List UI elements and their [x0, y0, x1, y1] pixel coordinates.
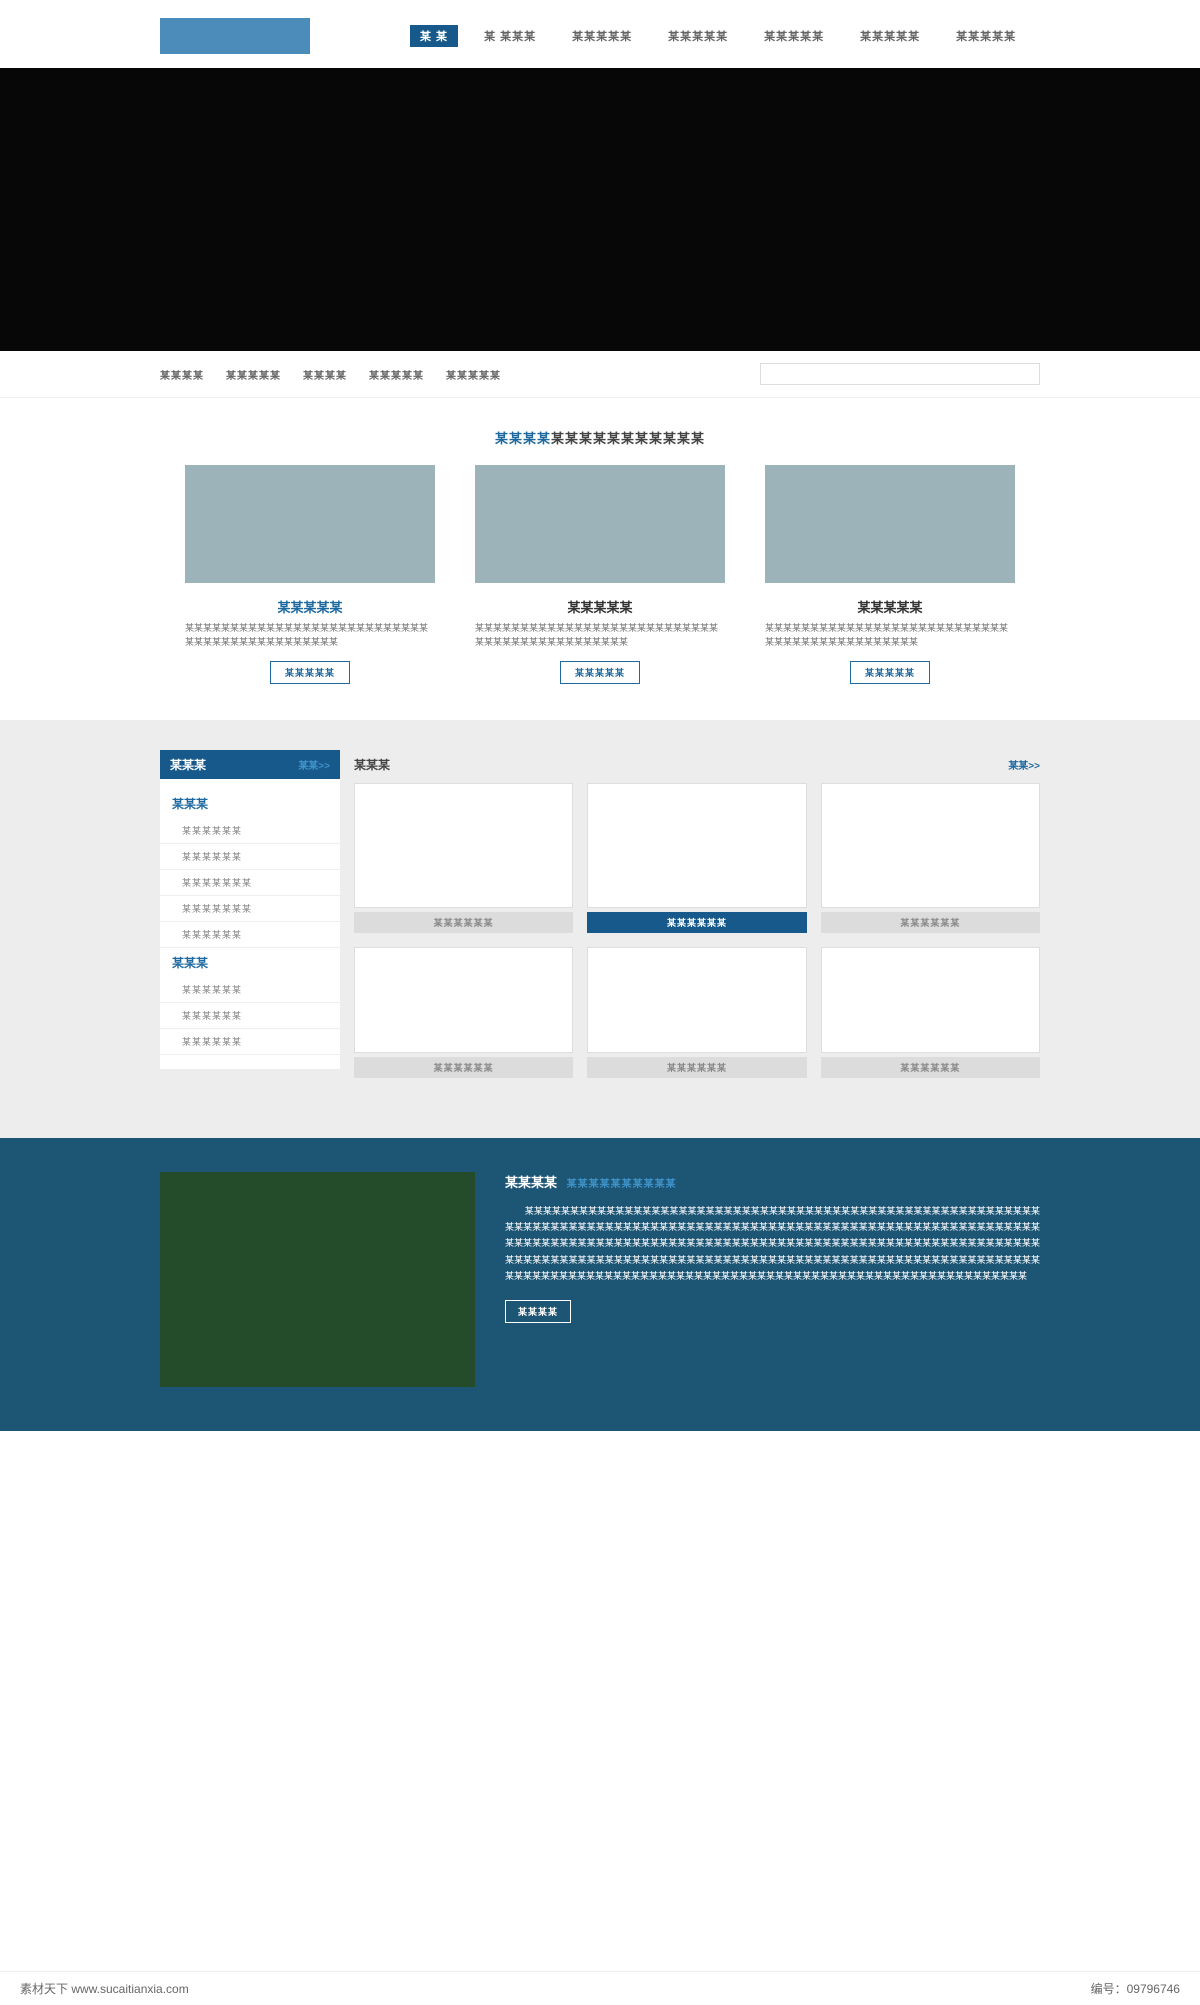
feature-card-1-title: 某某某某某	[475, 597, 725, 616]
feature-card-0-image[interactable]	[185, 465, 435, 583]
logo[interactable]	[160, 18, 310, 54]
footer-space	[0, 1431, 1200, 1971]
sidebar-item-0-0[interactable]: 某某某某某某	[160, 818, 340, 844]
grid-item-5[interactable]: 某某某某某某	[821, 947, 1040, 1078]
about-image	[160, 1172, 475, 1387]
subnav-item-2[interactable]: 某某某某	[303, 367, 347, 382]
about-title-main: 某某某某	[505, 1175, 557, 1190]
grid-head-title: 某某某	[354, 756, 390, 773]
search-input[interactable]	[760, 363, 1040, 385]
grid-item-1-label: 某某某某某某	[587, 912, 806, 933]
grid-item-0[interactable]: 某某某某某某	[354, 783, 573, 933]
nav-item-1[interactable]: 某 某某某	[474, 25, 546, 47]
grid-item-5-label: 某某某某某某	[821, 1057, 1040, 1078]
sidebar: 某某某 某某>> 某某某 某某某某某某 某某某某某某 某某某某某某某 某某某某某…	[160, 750, 340, 1078]
feature-card-0-desc: 某某某某某某某某某某某某某某某某某某某某某某某某某某某某某某某某某某某某某某某某…	[185, 622, 435, 649]
feature-card-1: 某某某某某 某某某某某某某某某某某某某某某某某某某某某某某某某某某某某某某某某某…	[475, 465, 725, 684]
sidebar-item-1-2[interactable]: 某某某某某某	[160, 1029, 340, 1055]
nav-item-4[interactable]: 某某某某某	[754, 25, 834, 47]
about-text: 某某某某某某某某某某某某某某某某某某某某某某某某某某某某某某某某某某某某某某某某…	[505, 1203, 1040, 1284]
grid-item-0-image	[354, 783, 573, 908]
grid-item-1-image	[587, 783, 806, 908]
feature-card-2-desc: 某某某某某某某某某某某某某某某某某某某某某某某某某某某某某某某某某某某某某某某某…	[765, 622, 1015, 649]
nav-item-5[interactable]: 某某某某某	[850, 25, 930, 47]
section1-title-rest: 某某某某某某某某某某某	[551, 431, 705, 446]
grid-item-0-label: 某某某某某某	[354, 912, 573, 933]
sidebar-item-0-1[interactable]: 某某某某某某	[160, 844, 340, 870]
grid-item-2-image	[821, 783, 1040, 908]
main-nav: 某 某 某 某某某 某某某某某 某某某某某 某某某某某 某某某某某 某某某某某	[410, 25, 1026, 47]
about-title-sub: 某某某某某某某某某某	[567, 1179, 677, 1190]
feature-card-2: 某某某某某 某某某某某某某某某某某某某某某某某某某某某某某某某某某某某某某某某某…	[765, 465, 1015, 684]
grid-head: 某某某 某某>>	[354, 750, 1040, 783]
grid-item-2[interactable]: 某某某某某某	[821, 783, 1040, 933]
feature-card-1-button[interactable]: 某某某某某	[560, 661, 640, 684]
subnav: 某某某某 某某某某某 某某某某 某某某某某 某某某某某	[160, 367, 501, 382]
subnav-item-4[interactable]: 某某某某某	[446, 367, 501, 382]
section1-title-accent: 某某某某	[495, 431, 551, 446]
feature-card-2-image[interactable]	[765, 465, 1015, 583]
grid-item-4-image	[587, 947, 806, 1053]
grid-item-3-image	[354, 947, 573, 1053]
grid-item-4[interactable]: 某某某某某某	[587, 947, 806, 1078]
feature-card-1-desc: 某某某某某某某某某某某某某某某某某某某某某某某某某某某某某某某某某某某某某某某某…	[475, 622, 725, 649]
footer-left: 素材天下 www.sucaitianxia.com	[20, 1980, 189, 1997]
sidebar-head-more[interactable]: 某某>>	[298, 757, 330, 772]
sidebar-cat-0[interactable]: 某某某	[160, 789, 340, 818]
subnav-item-1[interactable]: 某某某某某	[226, 367, 281, 382]
grid-head-more[interactable]: 某某>>	[1008, 757, 1040, 772]
sidebar-item-0-4[interactable]: 某某某某某某	[160, 922, 340, 948]
hero-banner	[0, 68, 1200, 351]
feature-card-2-button[interactable]: 某某某某某	[850, 661, 930, 684]
sidebar-head-title: 某某某	[170, 756, 206, 773]
sidebar-item-1-1[interactable]: 某某某某某某	[160, 1003, 340, 1029]
nav-item-3[interactable]: 某某某某某	[658, 25, 738, 47]
grid-item-2-label: 某某某某某某	[821, 912, 1040, 933]
feature-card-0-button[interactable]: 某某某某某	[270, 661, 350, 684]
feature-card-0: 某某某某某 某某某某某某某某某某某某某某某某某某某某某某某某某某某某某某某某某某…	[185, 465, 435, 684]
sidebar-head: 某某某 某某>>	[160, 750, 340, 779]
nav-item-2[interactable]: 某某某某某	[562, 25, 642, 47]
feature-card-1-image[interactable]	[475, 465, 725, 583]
section1-title: 某某某某某某某某某某某某某某某	[160, 428, 1040, 447]
sidebar-cat-1[interactable]: 某某某	[160, 948, 340, 977]
footer-right: 编号：09796746	[1091, 1980, 1180, 1997]
about-button[interactable]: 某某某某	[505, 1300, 571, 1323]
sidebar-item-1-0[interactable]: 某某某某某某	[160, 977, 340, 1003]
grid-item-3[interactable]: 某某某某某某	[354, 947, 573, 1078]
grid-item-3-label: 某某某某某某	[354, 1057, 573, 1078]
sidebar-item-0-2[interactable]: 某某某某某某某	[160, 870, 340, 896]
grid-item-4-label: 某某某某某某	[587, 1057, 806, 1078]
sidebar-item-0-3[interactable]: 某某某某某某某	[160, 896, 340, 922]
subnav-item-0[interactable]: 某某某某	[160, 367, 204, 382]
page-footer: 素材天下 www.sucaitianxia.com 编号：09796746	[0, 1971, 1200, 2005]
about-title: 某某某某 某某某某某某某某某某	[505, 1172, 1040, 1191]
nav-item-6[interactable]: 某某某某某	[946, 25, 1026, 47]
grid-item-1[interactable]: 某某某某某某	[587, 783, 806, 933]
feature-card-0-title[interactable]: 某某某某某	[185, 597, 435, 616]
grid-item-5-image	[821, 947, 1040, 1053]
feature-card-2-title: 某某某某某	[765, 597, 1015, 616]
nav-item-0[interactable]: 某 某	[410, 25, 458, 47]
subnav-item-3[interactable]: 某某某某某	[369, 367, 424, 382]
